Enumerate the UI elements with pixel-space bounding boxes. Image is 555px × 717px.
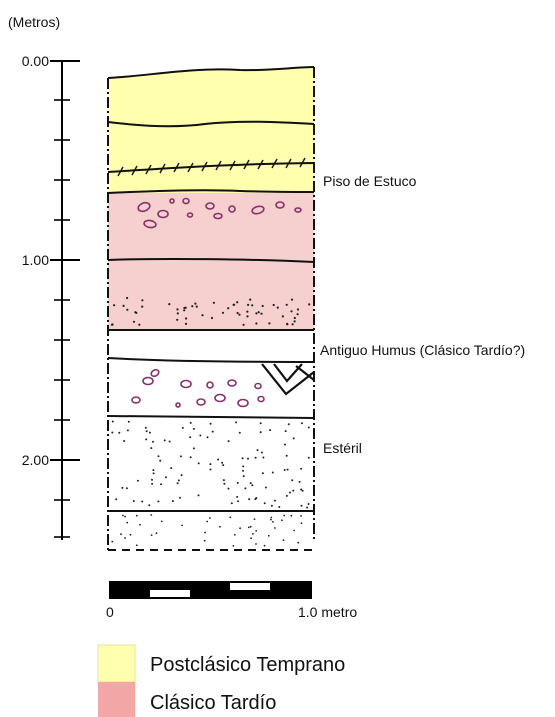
boundary-line: [107, 415, 315, 419]
layer-postclasico-temprano: [108, 67, 314, 193]
stones-layer-middle: [131, 368, 265, 408]
scale-bar: 0 1.0 metro: [106, 581, 357, 620]
surface-line: [107, 66, 315, 79]
legend-label-clasico: Clásico Tardío: [150, 692, 276, 714]
scale-start-label: 0: [106, 604, 114, 620]
strata: [108, 67, 314, 330]
legend: Postclásico Temprano Clásico Tardío: [97, 644, 345, 717]
boundary-line: [107, 357, 315, 363]
stones-layer-upper: [137, 197, 302, 229]
stratum-boundaries: [107, 66, 315, 512]
axis-minor-ticks: [54, 99, 70, 538]
legend-label-postclasico: Postclásico Temprano: [150, 654, 345, 676]
layer-clasico-tardio-lower: [108, 260, 314, 330]
boundary-line: [107, 120, 315, 128]
pit-feature: [261, 363, 315, 396]
scale-end-label: 1.0 metro: [298, 604, 357, 620]
axis-unit-label: (Metros): [8, 14, 60, 30]
legend-swatch-postclasico: [97, 644, 136, 683]
legend-swatch-clasico: [98, 682, 135, 717]
annotation-piso-de-estuco: Piso de Estuco: [323, 173, 417, 189]
depth-axis: (Metros) 0.00 1.00 2.00: [8, 14, 80, 540]
axis-tick-label: 0.00: [22, 53, 49, 69]
annotation-antiguo-humus: Antiguo Humus (Clásico Tardío?): [320, 342, 525, 358]
annotation-esteril: Estéril: [323, 440, 362, 456]
boundary-line: [107, 257, 315, 263]
axis-tick-label: 1.00: [22, 252, 49, 268]
soil-stippling: [110, 296, 311, 547]
boundary-line: [107, 189, 315, 194]
floor-line: [107, 162, 315, 173]
profile-borders: [107, 67, 315, 552]
axis-tick-label: 2.00: [22, 452, 49, 468]
floor-hatching: [117, 157, 306, 177]
